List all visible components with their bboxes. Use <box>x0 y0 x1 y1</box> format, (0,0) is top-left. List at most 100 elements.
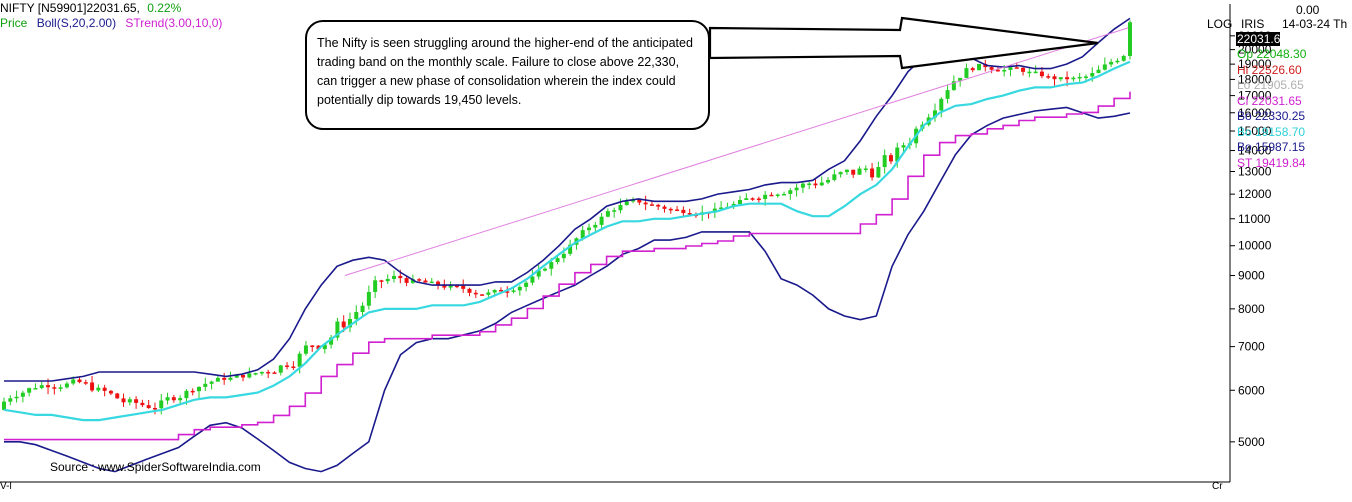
candle <box>807 181 812 190</box>
candle <box>1096 65 1101 74</box>
candle <box>385 274 390 284</box>
ohlc-row: Op 22048.30 <box>1237 47 1306 61</box>
candle-body <box>228 377 233 380</box>
candle <box>404 275 409 287</box>
candle <box>121 393 126 407</box>
candle <box>1109 58 1114 68</box>
candle-body <box>46 385 51 388</box>
candle-body <box>203 383 208 387</box>
candle <box>171 394 176 403</box>
candle-body <box>675 209 680 212</box>
candle-body <box>876 167 881 178</box>
candle-body <box>844 169 849 173</box>
candle <box>555 255 560 265</box>
candle <box>8 395 13 406</box>
candle-body <box>96 387 101 391</box>
candle-body <box>134 399 139 403</box>
candle <box>1102 57 1107 71</box>
ohlc-label: Cl <box>1237 93 1249 108</box>
trend-line <box>344 27 1129 277</box>
candle <box>851 169 856 178</box>
candle <box>687 208 692 216</box>
candle-body <box>385 278 390 282</box>
ohlc-label: Bo <box>1237 140 1252 154</box>
candle-body <box>467 288 472 293</box>
candle-body <box>140 402 145 406</box>
candle-body <box>561 253 566 259</box>
candle-body <box>71 379 76 384</box>
candle-body <box>989 67 994 70</box>
candle-body <box>1115 60 1120 63</box>
candle-body <box>687 213 692 215</box>
candle-body <box>379 280 384 282</box>
candle <box>39 381 44 390</box>
candle-body <box>775 194 780 197</box>
price-axis: 5000 6000 7000 8000 9000 10000 11000 12000 13000… <box>0 4 1272 483</box>
candle <box>127 396 132 406</box>
candle <box>599 212 604 229</box>
candle-body <box>593 224 598 228</box>
candle <box>505 286 510 298</box>
bollinger-mid-line <box>3 60 1131 422</box>
candle <box>90 376 95 393</box>
candle <box>524 281 529 292</box>
ohlc-row: Bo 19158.70 <box>1237 125 1305 139</box>
candle-body <box>549 262 554 269</box>
candle-body <box>813 183 818 186</box>
ohlc-row: Lo 21905.65 <box>1237 78 1304 92</box>
change-label: 0.22% <box>147 1 182 15</box>
y-tick-label: 12000 <box>1238 187 1272 201</box>
candle-body <box>247 373 252 378</box>
candle-body <box>863 168 868 171</box>
candle-body <box>1046 76 1051 78</box>
candle-body <box>568 244 573 254</box>
candle <box>335 317 340 341</box>
candle <box>278 364 283 376</box>
candle-body <box>316 345 321 350</box>
candle-body <box>285 365 290 367</box>
ohlc-label: Bo <box>1237 124 1252 139</box>
candle <box>932 103 937 122</box>
candle-body <box>347 318 352 328</box>
candle <box>618 198 623 214</box>
candle-body <box>524 282 529 287</box>
candle-body <box>209 381 214 384</box>
candle-body <box>1002 69 1007 72</box>
candle <box>96 384 101 393</box>
candle-body <box>530 276 535 283</box>
candle <box>473 289 478 298</box>
candle-body <box>392 275 397 279</box>
candle <box>1058 77 1063 82</box>
candle-body <box>939 98 944 111</box>
candle-body <box>970 68 975 71</box>
candle-body <box>870 168 875 178</box>
candle-body <box>800 183 805 188</box>
candle-body <box>498 289 503 292</box>
ohlc-label: ST <box>1237 155 1253 170</box>
candle <box>788 188 793 200</box>
ohlc-row: Hi 22526.60 <box>1237 63 1302 77</box>
candle <box>737 195 742 205</box>
log-toggle[interactable]: LOG <box>1207 17 1233 31</box>
candle-body <box>782 193 787 196</box>
candle-body <box>819 182 824 186</box>
candle <box>272 371 277 374</box>
candle <box>77 377 82 384</box>
top-value: 0.00 <box>1296 3 1320 17</box>
candle-body <box>517 286 522 291</box>
candle <box>197 386 202 399</box>
chart-title: NIFTY [N59901]22031.65, 0.22% <box>0 1 181 15</box>
candle-body <box>1083 76 1088 78</box>
candle-body <box>1121 55 1126 61</box>
candle-body <box>404 278 409 283</box>
candle-body <box>52 387 57 389</box>
candle-body <box>83 382 88 384</box>
candle-body <box>178 398 183 401</box>
candle <box>241 374 246 382</box>
candle-body <box>1102 64 1107 70</box>
candle <box>876 161 881 179</box>
candle-body <box>171 397 176 401</box>
candle <box>373 275 378 298</box>
candle <box>347 312 352 333</box>
candle <box>190 388 195 396</box>
